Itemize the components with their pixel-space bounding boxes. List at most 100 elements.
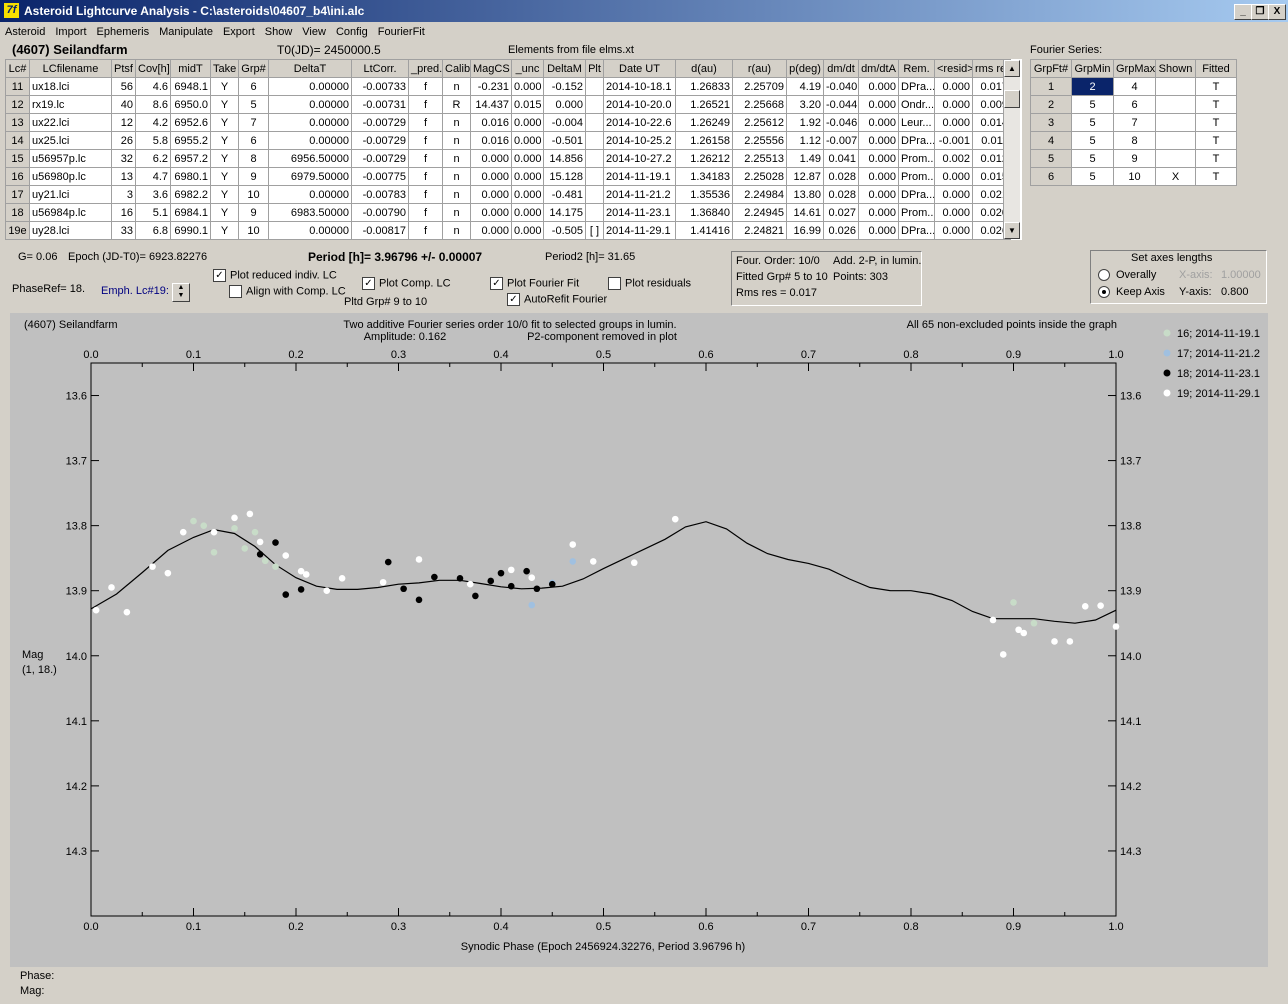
table-cell[interactable] [585,149,604,168]
table-cell[interactable]: 1.34183 [675,167,733,186]
table-cell[interactable]: 2014-11-21.2 [603,185,676,204]
close-button[interactable]: X [1268,4,1286,20]
table-cell[interactable]: -0.00729 [351,131,409,150]
table-cell[interactable]: 16.99 [786,221,824,240]
table-cell[interactable]: 0.028 [823,167,859,186]
table-cell[interactable]: n [442,149,471,168]
plot-fourier-checkbox[interactable]: ✓ Plot Fourier Fit [490,277,579,290]
table-cell[interactable]: 0.000 [934,221,973,240]
table-cell[interactable]: 1.49 [786,149,824,168]
table-cell[interactable]: Prom... [898,149,935,168]
lc-col-header[interactable]: r(au) [732,59,787,78]
table-cell[interactable]: 0.026 [823,221,859,240]
yaxis-value[interactable]: 0.800 [1221,286,1249,298]
table-cell[interactable]: 2014-10-27.2 [603,149,676,168]
table-cell[interactable]: 0.000 [511,77,544,96]
menu-export[interactable]: Export [222,26,255,38]
table-cell[interactable]: 14.856 [543,149,586,168]
plot-reduced-checkbox[interactable]: ✓ Plot reduced indiv. LC [213,269,337,282]
keep-axis-radio[interactable]: Keep Axis [1098,286,1165,299]
table-cell[interactable]: 1.26521 [675,95,733,114]
table-cell[interactable]: 0.000 [934,167,973,186]
menu-manipulate[interactable]: Manipulate [159,26,213,38]
table-cell[interactable]: Y [210,149,239,168]
table-cell[interactable]: 0.016 [470,113,512,132]
table-cell[interactable]: -0.00729 [351,149,409,168]
table-cell[interactable]: 0.00000 [268,185,352,204]
table-cell[interactable]: 6.8 [135,221,171,240]
table-cell[interactable]: 2.25513 [732,149,787,168]
table-cell[interactable]: 6948.1 [170,77,211,96]
fourier-cell[interactable]: 5 [1071,131,1114,150]
fourier-col-header[interactable]: Fitted [1195,59,1237,78]
fourier-cell[interactable]: X [1155,167,1196,186]
table-cell[interactable]: Y [210,221,239,240]
table-cell[interactable]: Prom... [898,167,935,186]
lc-col-header[interactable]: DeltaT [268,59,352,78]
table-cell[interactable]: 4.2 [135,113,171,132]
table-cell[interactable]: 19e [5,221,30,240]
fourier-cell[interactable]: 6 [1113,95,1156,114]
table-cell[interactable]: 2.24821 [732,221,787,240]
table-row[interactable]: 13 ux22.lci 12 4.2 6952.6 Y 7 0.00000 -0.00729 f n… [5,113,1011,132]
table-cell[interactable]: 0.017 [972,77,1011,96]
table-cell[interactable]: 14.61 [786,203,824,222]
table-row[interactable]: 14 ux25.lci 26 5.8 6955.2 Y 6 0.00000 -0.00729 f n… [5,131,1011,150]
table-row[interactable]: 15 u56957p.lc 32 6.2 6957.2 Y 8 6956.50000 -0.00… [5,149,1011,168]
table-cell[interactable]: 12 [111,113,136,132]
table-cell[interactable]: -0.044 [823,95,859,114]
table-cell[interactable]: -0.505 [543,221,586,240]
fourier-cell[interactable]: 7 [1113,113,1156,132]
table-cell[interactable]: 10 [238,185,269,204]
table-cell[interactable]: 1.35536 [675,185,733,204]
lc-col-header[interactable]: Cov[h] [135,59,171,78]
table-cell[interactable]: n [442,77,471,96]
lc-col-header[interactable]: LtCorr. [351,59,409,78]
table-cell[interactable]: 0.028 [823,185,859,204]
table-cell[interactable]: 18 [5,203,30,222]
table-cell[interactable]: 4.19 [786,77,824,96]
table-cell[interactable]: 11 [5,77,30,96]
fourier-cell[interactable] [1155,77,1196,96]
table-cell[interactable]: 0.00000 [268,131,352,150]
table-cell[interactable]: 0.000 [543,95,586,114]
table-cell[interactable]: 0.000 [858,167,899,186]
menu-config[interactable]: Config [335,26,368,38]
fourier-cell[interactable]: 10 [1113,167,1156,186]
table-cell[interactable]: ux18.lci [29,77,112,96]
fourier-cell[interactable] [1155,131,1196,150]
table-cell[interactable]: 0.000 [858,77,899,96]
table-cell[interactable]: 3 [111,185,136,204]
table-cell[interactable]: 3.20 [786,95,824,114]
table-cell[interactable]: f [408,185,443,204]
table-cell[interactable]: DPra... [898,131,935,150]
maximize-button[interactable]: ❐ [1251,4,1269,20]
table-cell[interactable]: 2014-11-19.1 [603,167,676,186]
table-cell[interactable]: Y [210,113,239,132]
table-cell[interactable]: 6980.1 [170,167,211,186]
table-cell[interactable]: n [442,131,471,150]
table-cell[interactable]: -0.001 [934,131,973,150]
fourier-cell[interactable]: 1 [1030,77,1072,96]
lightcurve-plot[interactable]: 0.0 0.0 0.1 0.1 0.2 0.2 0.3 0.3 0.4 0.4 0.5 0.5 0.6 0… [10,313,1268,967]
table-cell[interactable]: 6979.50000 [268,167,352,186]
table-cell[interactable]: n [442,167,471,186]
lc-col-header[interactable]: Date UT [603,59,676,78]
table-cell[interactable]: -0.00817 [351,221,409,240]
table-cell[interactable]: 1.41416 [675,221,733,240]
table-cell[interactable]: 0.000 [934,185,973,204]
table-cell[interactable]: 0.000 [934,113,973,132]
table-cell[interactable]: n [442,221,471,240]
table-cell[interactable]: f [408,113,443,132]
table-cell[interactable] [585,95,604,114]
lc-col-header[interactable]: dm/dtA [858,59,899,78]
table-cell[interactable]: 0.000 [934,77,973,96]
table-cell[interactable] [585,77,604,96]
table-cell[interactable]: 0.000 [858,221,899,240]
lc-col-header[interactable]: _unc [511,59,544,78]
menu-view[interactable]: View [302,26,326,38]
